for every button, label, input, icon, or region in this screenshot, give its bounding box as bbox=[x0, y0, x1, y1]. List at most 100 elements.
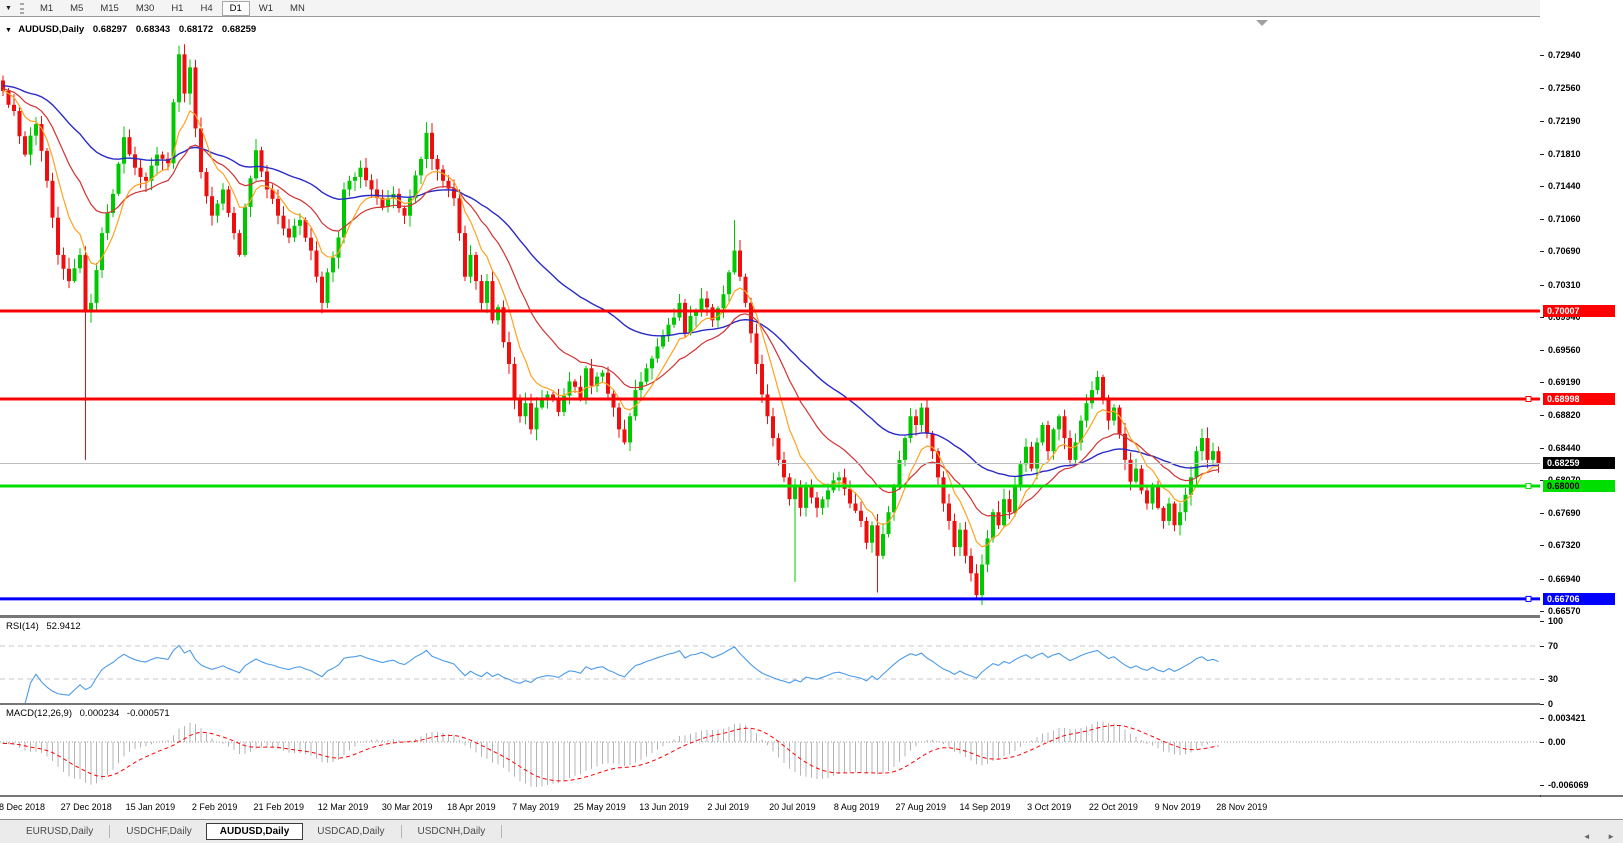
axis-tick-mark bbox=[1540, 447, 1544, 449]
symbol-title: AUDUSD,Daily bbox=[18, 24, 85, 35]
price-tick-label: 0.72190 bbox=[1548, 115, 1581, 126]
ma-fast-line bbox=[2, 89, 1219, 548]
macd-pane-canvas[interactable] bbox=[0, 705, 1540, 795]
price-tick-label: 0.71810 bbox=[1548, 148, 1581, 159]
date-tick-label: 12 Mar 2019 bbox=[317, 802, 369, 812]
timeframe-button-h1[interactable]: H1 bbox=[171, 2, 184, 14]
pane-separator-macd-dates bbox=[0, 795, 1623, 797]
chart-tab-usdcad[interactable]: USDCAD,Daily bbox=[317, 826, 385, 837]
timeframe-button-w1[interactable]: W1 bbox=[258, 2, 274, 14]
axis-tick-mark bbox=[1540, 610, 1544, 612]
date-tick-label: 3 Oct 2019 bbox=[1027, 802, 1072, 812]
date-tick-label: 25 May 2019 bbox=[573, 802, 626, 812]
price-tick-label: 0.72560 bbox=[1548, 83, 1581, 94]
date-tick-label: 30 Mar 2019 bbox=[381, 802, 433, 812]
axis-tick-mark bbox=[1540, 621, 1544, 623]
tab-separator bbox=[400, 825, 402, 838]
tab-separator bbox=[109, 825, 111, 838]
price-tick-label: 0.70310 bbox=[1548, 279, 1581, 290]
timeframe-button-h4[interactable]: H4 bbox=[200, 2, 213, 14]
chart-tab-eurusd[interactable]: EURUSD,Daily bbox=[26, 826, 94, 837]
date-tick-label: 27 Dec 2018 bbox=[60, 802, 112, 812]
axis-tick-mark bbox=[1540, 120, 1544, 122]
toolbar-dropdown-icon[interactable]: ▼ bbox=[5, 4, 12, 12]
price-tick-label: 0.69190 bbox=[1548, 377, 1581, 388]
candlesticks bbox=[1, 44, 1221, 606]
date-tick-label: 27 Aug 2019 bbox=[895, 802, 947, 812]
date-tick-label: 18 Apr 2019 bbox=[447, 802, 496, 812]
macd-tick-label: 0.00 bbox=[1548, 737, 1566, 747]
collapse-icon[interactable]: ▼ bbox=[5, 27, 12, 34]
ohlc-close: 0.68259 bbox=[221, 24, 257, 35]
rsi-tick-label: 30 bbox=[1548, 674, 1559, 684]
axis-tick-mark bbox=[1540, 186, 1544, 187]
date-tick-label: 8 Dec 2018 bbox=[0, 802, 46, 812]
date-tick-label: 28 Nov 2019 bbox=[1216, 802, 1268, 812]
timeframe-button-m15[interactable]: M15 bbox=[100, 2, 119, 14]
line-drag-handle[interactable] bbox=[1525, 483, 1532, 490]
chart-tab-audusd[interactable]: AUDUSD,Daily bbox=[205, 823, 304, 840]
rsi-tick-label: 0 bbox=[1548, 698, 1554, 709]
pane-separator-main-rsi[interactable] bbox=[0, 615, 1623, 618]
chart-tabs: EURUSD,Daily USDCHF,Daily AUDUSD,Daily USDC… bbox=[12, 823, 504, 840]
tab-scroll-right-icon[interactable]: ► bbox=[1607, 832, 1615, 841]
axis-tick-mark bbox=[1540, 55, 1544, 57]
date-tick-label: 2 Jul 2019 bbox=[707, 802, 749, 812]
rsi-indicator-label: RSI(14) 52.9412 bbox=[6, 621, 81, 632]
macd-tick-label: 0.003421 bbox=[1548, 712, 1586, 723]
axis-tick-mark bbox=[1540, 742, 1544, 743]
axis-tick-mark bbox=[1540, 513, 1544, 515]
price-badge-level: 0.66706 bbox=[1543, 592, 1615, 605]
chart-tab-bar: EURUSD,Daily USDCHF,Daily AUDUSD,Daily USDC… bbox=[0, 819, 1623, 843]
axis-tick-mark bbox=[1540, 717, 1544, 719]
rsi-tick-label: 70 bbox=[1548, 641, 1559, 651]
price-badge-level: 0.70007 bbox=[1543, 305, 1615, 317]
tab-scroll-left-icon[interactable]: ◄ bbox=[1582, 832, 1591, 841]
time-axis: 8 Dec 2018 27 Dec 2018 15 Jan 2019 2 Feb 20… bbox=[0, 797, 1623, 819]
price-tick-label: 0.70690 bbox=[1548, 246, 1581, 257]
axis-tick-mark bbox=[1540, 316, 1544, 318]
axis-tick-mark bbox=[1540, 703, 1544, 705]
axis-tick-mark bbox=[1540, 784, 1544, 786]
timeframe-button-m30[interactable]: M30 bbox=[135, 2, 155, 14]
macd-value-signal: -0.000571 bbox=[126, 708, 170, 719]
date-tick-label: 13 Jun 2019 bbox=[639, 802, 689, 812]
date-tick-label: 21 Feb 2019 bbox=[253, 802, 305, 812]
rsi-value: 52.9412 bbox=[46, 621, 81, 632]
line-drag-handle[interactable] bbox=[1525, 595, 1532, 602]
date-tick-label: 14 Sep 2019 bbox=[959, 802, 1011, 812]
pane-separator-rsi-macd[interactable] bbox=[0, 703, 1623, 705]
price-tick-label: 0.68820 bbox=[1548, 409, 1581, 420]
price-badge-level: 0.68998 bbox=[1543, 393, 1615, 405]
timeframe-button-mn[interactable]: MN bbox=[290, 2, 305, 14]
main-chart-canvas[interactable] bbox=[0, 17, 1540, 615]
tab-scroll-arrows: ◄ ► bbox=[1571, 826, 1615, 843]
chart-shift-marker[interactable] bbox=[1256, 20, 1268, 26]
price-tick-label: 0.71060 bbox=[1548, 214, 1581, 225]
toolbar-grip-handle[interactable] bbox=[19, 2, 24, 14]
rsi-label: RSI(14) bbox=[6, 621, 39, 632]
chart-title-bar: ▼ AUDUSD,Daily 0.68297 0.68343 0.68172 0… bbox=[5, 24, 256, 35]
timeframe-button-m1[interactable]: M1 bbox=[39, 2, 54, 14]
price-tick-label: 0.66570 bbox=[1548, 605, 1581, 616]
line-drag-handle[interactable] bbox=[1525, 396, 1532, 403]
chart-tab-usdcnh[interactable]: USDCNH,Daily bbox=[417, 826, 486, 837]
price-badge-level: 0.68000 bbox=[1543, 480, 1615, 493]
date-tick-label: 20 Jul 2019 bbox=[769, 802, 816, 812]
rsi-line bbox=[24, 644, 1219, 703]
chart-tab-usdchf[interactable]: USDCHF,Daily bbox=[126, 826, 192, 837]
ohlc-open: 0.68297 bbox=[92, 24, 128, 35]
timeframe-button-d1[interactable]: D1 bbox=[221, 0, 250, 16]
macd-tick-label: -0.006069 bbox=[1548, 779, 1589, 790]
axis-tick-mark bbox=[1540, 88, 1544, 90]
price-tick-label: 0.67320 bbox=[1548, 540, 1581, 551]
axis-tick-mark bbox=[1540, 153, 1544, 155]
timeframe-button-m5[interactable]: M5 bbox=[70, 2, 84, 14]
axis-tick-mark bbox=[1540, 219, 1544, 221]
date-tick-label: 15 Jan 2019 bbox=[125, 802, 176, 812]
axis-tick-mark bbox=[1540, 414, 1544, 416]
axis-tick-mark bbox=[1540, 545, 1544, 547]
macd-histogram bbox=[2, 721, 1219, 788]
rsi-pane-canvas[interactable] bbox=[0, 618, 1540, 703]
